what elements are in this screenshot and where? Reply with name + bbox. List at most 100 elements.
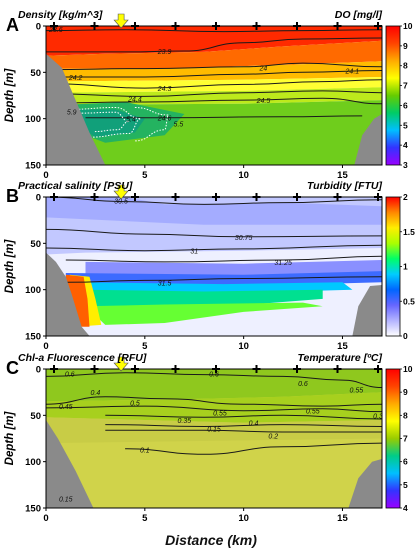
colorbar-tick-label: 1.5 (403, 227, 415, 237)
contour-line (46, 228, 382, 238)
colorbar-tick-label: 3 (403, 160, 408, 170)
do-contour-line (69, 106, 142, 138)
station-marker (333, 365, 342, 373)
contour-label: 31.25 (274, 260, 292, 267)
contour-label: 24 (259, 66, 268, 73)
title-left: Practical salinity [PSU] (18, 180, 133, 192)
color-field (85, 260, 382, 277)
color-field (85, 302, 323, 325)
do-contour-line (134, 107, 169, 142)
y-tick-label: 150 (25, 332, 41, 343)
contour-label: 0.55 (306, 409, 320, 416)
x-tick-label: 5 (142, 341, 148, 352)
x-tick-label: 10 (238, 170, 249, 181)
station-marker (252, 365, 261, 373)
x-tick-label: 15 (337, 341, 348, 352)
panel-a: 23.6 23.9 24.2 24.3 24.4 24 24.1 24.5 24.6 5.9 5.4… (4, 9, 413, 181)
color-field (46, 40, 382, 69)
contour-label: 5.4 (126, 117, 136, 124)
panel-letter: A (6, 15, 19, 35)
contour-label: 0.5 (130, 400, 140, 407)
x-tick-label: 10 (238, 513, 249, 524)
colorbar-tick-label: 8 (403, 410, 408, 420)
contour-label: 31 (190, 249, 198, 256)
station-marker (171, 365, 180, 373)
x-tick-label: 5 (142, 170, 148, 181)
colorbar-tick-label: 5 (403, 120, 408, 130)
station-marker (293, 22, 301, 30)
title-left: Chl-a Fluorescence [RFU] (18, 352, 147, 364)
contour-label: 0.4 (249, 421, 259, 428)
x-tick-label: 15 (337, 170, 348, 181)
plot-area: 23.6 23.9 24.2 24.3 24.4 24 24.1 24.5 24.6 5.9 5.4… (46, 26, 382, 165)
contour-label: 24.6 (157, 116, 172, 123)
sampling-arrow (113, 13, 129, 29)
y-tick-label: 150 (25, 161, 41, 172)
contour-line (46, 90, 382, 97)
contour-line (46, 79, 382, 89)
contour-label: 0.55 (349, 387, 363, 394)
contour-line (46, 62, 382, 71)
station-marker (90, 193, 99, 201)
station-marker (50, 365, 58, 373)
colorbar-tick-label: 6 (403, 457, 408, 467)
colorbar-tick-label: 9 (403, 41, 408, 51)
station-marker (374, 365, 382, 373)
station-marker (131, 193, 139, 201)
contour-label: 0.3 (373, 413, 383, 420)
y-tick-label: 0 (36, 365, 41, 376)
contour-label: 0.45 (59, 404, 73, 411)
contour-line (105, 424, 382, 428)
contour-label: 0.6 (209, 372, 219, 379)
colorbar-tick-label: 5 (403, 480, 408, 490)
contour-line (85, 115, 363, 119)
x-tick-label: 0 (43, 513, 48, 524)
seafloor-right (348, 458, 382, 508)
panel-letter: B (6, 186, 19, 206)
sampling-arrow (113, 184, 129, 200)
contour-line (65, 255, 382, 263)
contour-line (125, 442, 382, 455)
x-axis-label: Distance (km) (165, 532, 257, 548)
colorbar-tick-label: 0.5 (403, 296, 415, 306)
y-axis-label: Depth [m] (4, 68, 16, 123)
y-tick-label: 0 (36, 22, 41, 33)
contour-label: 0.1 (140, 448, 150, 455)
station-marker (131, 22, 139, 30)
contour-line (105, 429, 382, 433)
contour-line (46, 70, 382, 78)
colorbar-tick-label: 8 (403, 61, 408, 71)
panel-letter: C (6, 358, 19, 378)
y-tick-label: 50 (30, 239, 41, 250)
title-right: DO [mg/l] (335, 9, 383, 21)
contour-label: 31.5 (158, 280, 172, 287)
x-tick-label: 10 (238, 341, 249, 352)
contour-label: 5.5 (174, 121, 184, 128)
station-marker (212, 365, 220, 373)
station-marker (333, 22, 342, 30)
contour-label: 30.5 (114, 199, 128, 206)
contour-line (46, 29, 382, 33)
contour-line (65, 276, 382, 283)
station-marker (90, 22, 99, 30)
station-marker (374, 22, 382, 30)
colorbar (385, 25, 401, 166)
contour-label: 0.6 (65, 372, 75, 379)
y-tick-label: 100 (25, 114, 41, 125)
color-field (46, 26, 382, 56)
station-marker (252, 193, 261, 201)
contour-line (46, 244, 382, 252)
colorbar-tick-label: 6 (403, 100, 408, 110)
y-tick-label: 100 (25, 457, 41, 468)
contour-label: 0.35 (178, 418, 192, 425)
sampling-arrow (113, 356, 129, 372)
seafloor-left (46, 420, 94, 508)
station-marker (50, 193, 58, 201)
contour-label: 24.4 (127, 96, 142, 103)
colorbar-tick-label: 9 (403, 387, 408, 397)
plot-area: 0.6 0.4 0.45 0.5 0.6 0.6 0.55 0.55 0.55 0.35 0.4 0.… (46, 369, 383, 508)
x-tick-label: 15 (337, 513, 348, 524)
station-marker (50, 22, 58, 30)
station-marker (212, 22, 220, 30)
